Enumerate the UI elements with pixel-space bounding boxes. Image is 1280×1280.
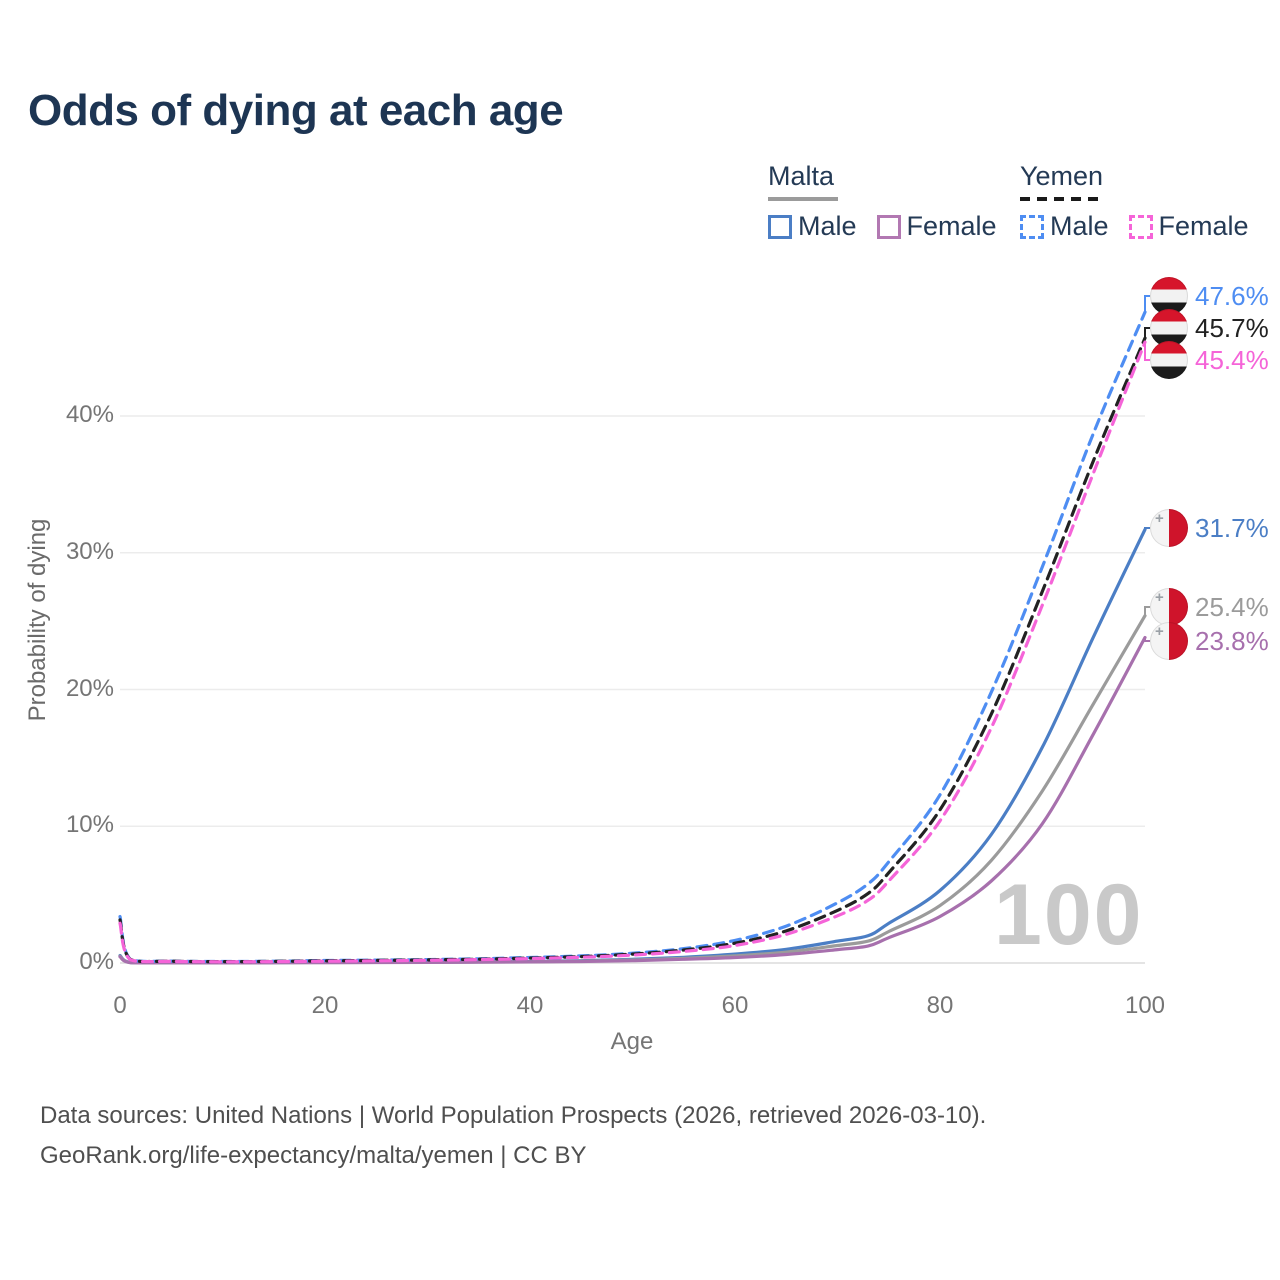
legend-group-malta: Malta Male Female — [768, 161, 997, 242]
x-tick-label: 100 — [1124, 992, 1166, 1019]
leader-line — [1144, 295, 1150, 313]
dashed-line-sample-icon — [1020, 197, 1100, 201]
yemen-flag-icon — [1150, 341, 1188, 379]
y-tick-label: 10% — [65, 811, 114, 838]
leader-line — [1144, 327, 1150, 339]
attribution-text: GeoRank.org/life-expectancy/malta/yemen … — [40, 1142, 587, 1169]
solid-square-swatch-icon — [876, 214, 901, 239]
end-label-malta-male: + 31.7% — [1150, 509, 1269, 547]
end-label-yemen-female: 45.4% — [1150, 341, 1269, 379]
page-title: Odds of dying at each age — [28, 86, 564, 135]
end-label-yemen-male: 47.6% — [1150, 277, 1269, 315]
legend-country-yemen[interactable]: Yemen — [1020, 161, 1104, 191]
data-sources-text: Data sources: United Nations | World Pop… — [40, 1102, 987, 1129]
dashed-square-swatch-icon — [1020, 214, 1044, 239]
legend-item-yemen-male[interactable]: Male — [1020, 211, 1109, 242]
line-malta-female[interactable] — [118, 635, 1147, 965]
leader-line — [1144, 606, 1150, 616]
x-tick-label: 0 — [113, 992, 127, 1019]
solid-square-swatch-icon — [768, 214, 792, 239]
y-tick-label: 0% — [79, 948, 114, 975]
end-label-malta-female: + 23.8% — [1150, 622, 1269, 660]
y-tick-label: 20% — [65, 675, 114, 702]
end-label-yemen: 45.7% — [1150, 309, 1269, 347]
malta-flag-icon: + — [1150, 588, 1188, 626]
line-malta-male[interactable] — [118, 527, 1147, 965]
y-tick-label: 30% — [65, 538, 114, 565]
leader-line — [1144, 527, 1150, 530]
end-label-malta: + 25.4% — [1150, 588, 1269, 626]
line-yemen[interactable] — [118, 336, 1147, 964]
line-yemen-female[interactable] — [118, 340, 1147, 964]
legend-item-yemen-female[interactable]: Female — [1128, 211, 1249, 242]
x-axis-title: Age — [610, 1028, 654, 1055]
x-tick-label: 60 — [721, 992, 749, 1019]
legend-item-malta-female[interactable]: Female — [876, 211, 997, 242]
x-tick-label: 80 — [926, 992, 954, 1019]
yemen-flag-icon — [1150, 277, 1188, 315]
legend-country-malta[interactable]: Malta — [768, 161, 835, 191]
line-yemen-male[interactable] — [118, 310, 1147, 964]
y-tick-label: 40% — [65, 401, 114, 428]
dashed-square-swatch-icon — [1128, 214, 1153, 239]
leader-line — [1144, 637, 1150, 642]
yemen-flag-icon — [1150, 309, 1188, 347]
solid-line-sample-icon — [768, 197, 838, 201]
leader-line — [1144, 342, 1150, 361]
x-tick-label: 20 — [311, 992, 339, 1019]
age-watermark: 100 — [994, 867, 1144, 963]
legend-item-malta-male[interactable]: Male — [768, 211, 857, 242]
legend-group-yemen: Yemen Male Female — [1020, 161, 1249, 242]
line-malta[interactable] — [118, 614, 1147, 965]
malta-flag-icon: + — [1150, 622, 1188, 660]
x-tick-label: 40 — [516, 992, 544, 1019]
malta-flag-icon: + — [1150, 509, 1188, 547]
